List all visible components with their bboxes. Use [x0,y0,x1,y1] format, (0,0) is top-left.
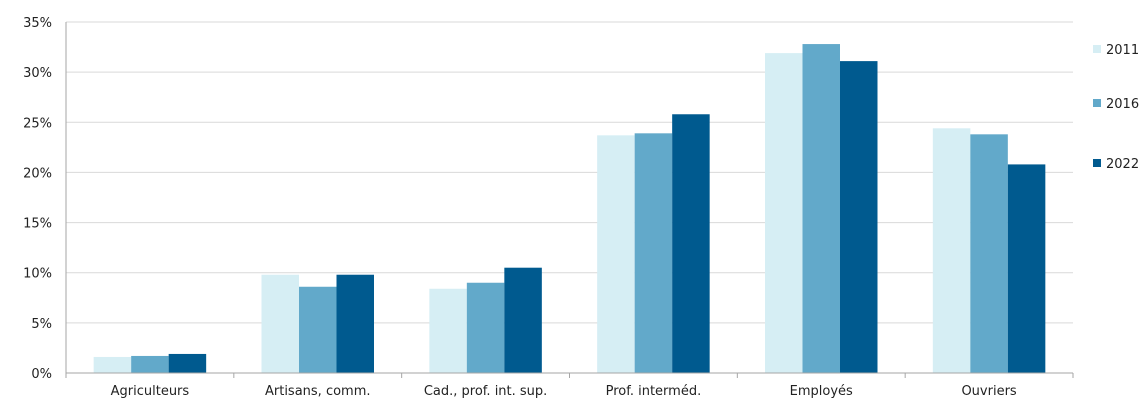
legend-swatch-2022 [1093,159,1101,167]
legend: 2011 2016 2022 [1093,43,1139,172]
bar-2022-agriculteurs [168,353,207,373]
x-tick-label: Prof. interméd. [606,384,702,399]
legend-label: 2016 [1106,97,1139,112]
legend-label: 2022 [1106,157,1139,172]
x-tick-label: Cad., prof. int. sup. [424,384,547,399]
y-tick-label: 15% [23,217,52,232]
y-tick-label: 35% [23,16,52,31]
bar-2016-employ-s [802,44,840,373]
x-tick-label: Artisans, comm. [265,384,371,399]
bar-2011-agriculteurs [93,356,132,373]
y-tick-label: 25% [23,116,52,131]
x-tick-label: Ouvriers [961,384,1016,399]
bar-2011-ouvriers [932,128,971,373]
y-tick-label: 0% [31,367,52,382]
bar-2011-artisans-comm [261,274,299,373]
y-tick-label: 30% [23,66,52,81]
axes: 0% 5% 10% 15% 20% 25% 30% 35% Agriculteurs Artisa… [23,16,1074,399]
x-tick-label: Employés [790,384,853,399]
bar-2022-employ-s [840,61,878,374]
bar-2016-cad-prof-int-sup [466,282,505,373]
bar-2011-prof-interm-d [597,135,635,373]
y-tick-label: 5% [31,317,52,332]
bar-2022-artisans-comm [336,274,374,373]
bar-2016-ouvriers [970,134,1008,373]
y-tick-label: 10% [23,267,52,282]
bars [93,44,1046,374]
legend-swatch-2011 [1093,45,1101,53]
bar-2022-cad-prof-int-sup [504,267,542,373]
bar-2011-employ-s [765,53,803,374]
legend-label: 2011 [1106,43,1139,58]
bar-2022-prof-interm-d [672,114,710,374]
bar-2016-artisans-comm [299,286,337,373]
bar-2016-agriculteurs [131,355,169,373]
x-tick-label: Agriculteurs [111,384,190,399]
gridlines [66,21,1073,324]
y-tick-label: 20% [23,166,52,181]
bar-2022-ouvriers [1007,164,1046,373]
legend-swatch-2016 [1093,99,1101,107]
bar-2011-cad-prof-int-sup [429,288,467,373]
bar-2016-prof-interm-d [634,133,673,373]
